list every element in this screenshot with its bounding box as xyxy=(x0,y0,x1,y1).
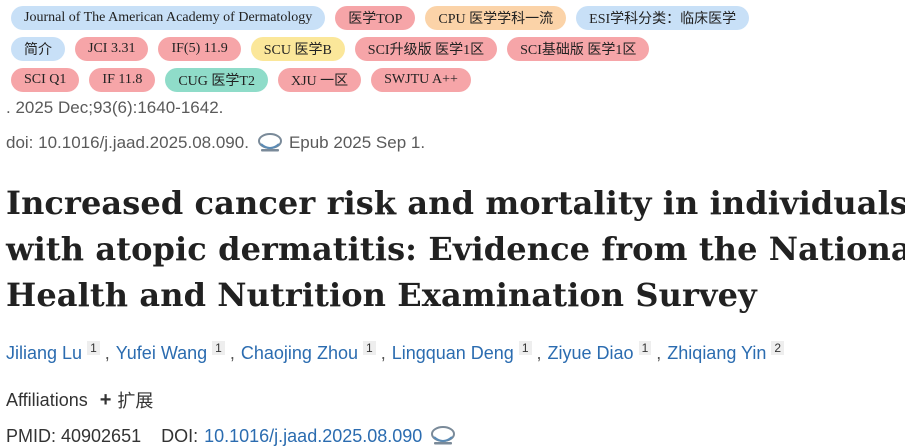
citation-volume: . 2025 Dec;93(6):1640-1642. xyxy=(6,98,224,117)
pmid: PMID: 40902651 xyxy=(6,425,142,446)
journal-tag[interactable]: SWJTU A++ xyxy=(371,68,471,92)
citation-line: doi: 10.1016/j.jaad.2025.08.090. Epub 20… xyxy=(6,132,425,154)
journal-tag[interactable]: IF 11.8 xyxy=(89,68,156,92)
title-line-2: with atopic dermatitis: Evidence from th… xyxy=(6,230,905,268)
doi-link[interactable]: 10.1016/j.jaad.2025.08.090 xyxy=(204,425,423,446)
doi-label: DOI: xyxy=(161,425,199,446)
author-separator: , xyxy=(380,343,386,363)
author-affiliation-number[interactable]: 1 xyxy=(518,341,532,355)
expand-label[interactable]: 扩展 xyxy=(117,391,154,411)
journal-tag[interactable]: Journal of The American Academy of Derma… xyxy=(11,6,326,30)
identifiers: PMID: 40902651 DOI: 10.1016/j.jaad.2025.… xyxy=(6,425,462,447)
author-separator: , xyxy=(536,343,542,363)
author-affiliation-number[interactable]: 1 xyxy=(638,341,652,355)
author-affiliation-number[interactable]: 1 xyxy=(362,341,376,355)
journal-tag[interactable]: CUG 医学T2 xyxy=(165,68,268,92)
affiliations-label: Affiliations xyxy=(6,389,88,410)
journal-tag[interactable]: SCU 医学B xyxy=(250,37,345,61)
author-name[interactable]: Chaojing Zhou xyxy=(240,343,358,363)
journal-tag[interactable]: ESI学科分类：临床医学 xyxy=(576,6,750,30)
title-line-1: Increased cancer risk and mortality in i… xyxy=(6,184,905,222)
author-name[interactable]: Lingquan Deng xyxy=(391,343,514,363)
citation-icon[interactable] xyxy=(430,425,456,447)
author-affiliation-number[interactable]: 1 xyxy=(212,341,225,355)
journal-tag[interactable]: SCI Q1 xyxy=(11,68,80,92)
article-title: Increased cancer risk and mortality in i… xyxy=(6,180,905,318)
author-name[interactable]: Jiliang Lu xyxy=(6,343,83,363)
tag-row-2: 简介 JCI 3.31 IF(5) 11.9 SCU 医学B SCI升级版 医学1区 SC… xyxy=(11,37,901,61)
tag-row-1: Journal of The American Academy of Derma… xyxy=(11,6,901,30)
citation-doi: doi: 10.1016/j.jaad.2025.08.090. xyxy=(6,133,249,152)
author-separator: , xyxy=(656,343,662,363)
author-affiliation-number[interactable]: 2 xyxy=(771,341,785,355)
citation-epub: Epub 2025 Sep 1. xyxy=(288,133,426,152)
author-separator: , xyxy=(104,343,110,363)
author-separator: , xyxy=(229,343,235,363)
citation-icon[interactable] xyxy=(257,132,283,154)
author-name[interactable]: Ziyue Diao xyxy=(547,343,634,363)
journal-tag[interactable]: XJU 一区 xyxy=(277,68,362,92)
journal-tag[interactable]: SCI基础版 医学1区 xyxy=(507,37,650,61)
title-line-3: Health and Nutrition Examination Survey xyxy=(6,276,757,314)
journal-tag[interactable]: JCI 3.31 xyxy=(75,37,149,61)
journal-tag[interactable]: CPU 医学学科一流 xyxy=(425,6,567,30)
author-name[interactable]: Yufei Wang xyxy=(115,343,208,363)
journal-tags: Journal of The American Academy of Derma… xyxy=(11,6,901,99)
journal-tag[interactable]: 医学TOP xyxy=(335,6,416,30)
author-name[interactable]: Zhiqiang Yin xyxy=(667,343,767,363)
journal-tag[interactable]: 简介 xyxy=(11,37,65,61)
journal-tag[interactable]: SCI升级版 医学1区 xyxy=(354,37,498,61)
author-list: Jiliang Lu 1 , Yufei Wang 1 , Chaojing Zhou 1… xyxy=(6,341,785,364)
author-affiliation-number[interactable]: 1 xyxy=(87,341,100,355)
plus-icon[interactable]: + xyxy=(99,388,112,411)
affiliations-toggle[interactable]: Affiliations + 扩展 xyxy=(6,387,153,413)
tag-row-3: SCI Q1 IF 11.8 CUG 医学T2 XJU 一区 SWJTU A++ xyxy=(11,68,901,92)
journal-tag[interactable]: IF(5) 11.9 xyxy=(158,37,241,61)
